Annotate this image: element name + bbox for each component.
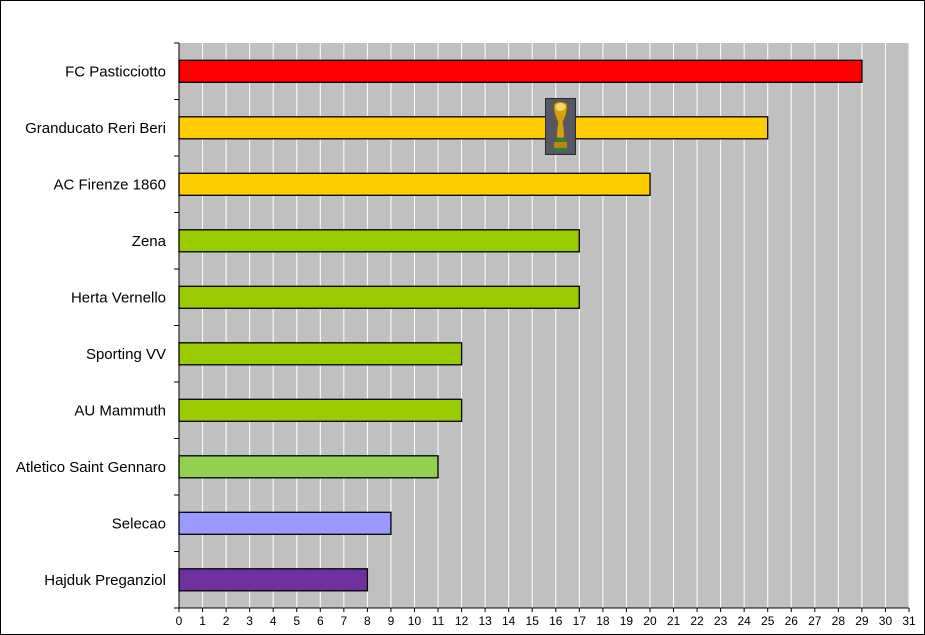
- x-tick-label: 19: [620, 614, 634, 628]
- category-labels: FC Pasticciotto Granducato Reri Beri AC Fi…: [16, 63, 167, 589]
- x-tick-label: 15: [526, 614, 540, 628]
- x-tick-label: 8: [364, 614, 371, 628]
- x-tick-label: 4: [270, 614, 277, 628]
- bar: [178, 511, 392, 535]
- category-label: Zena: [132, 233, 167, 250]
- x-tick-label: 2: [223, 614, 230, 628]
- trophy-icon: [545, 98, 576, 155]
- x-tick-label: 25: [761, 614, 775, 628]
- bar: [178, 172, 651, 196]
- x-tick-label: 10: [408, 614, 422, 628]
- x-tick-label: 9: [388, 614, 395, 628]
- category-label: AC Firenze 1860: [53, 176, 166, 193]
- trophy-band: [555, 138, 566, 142]
- trophy-icon: [545, 98, 576, 155]
- x-tick-label: 17: [573, 614, 587, 628]
- x-tick-label: 28: [832, 614, 846, 628]
- bar: [178, 342, 463, 366]
- axes: [174, 42, 910, 612]
- x-tick-label: 13: [478, 614, 492, 628]
- category-label: AU Mammuth: [74, 402, 166, 419]
- x-tick-label: 16: [549, 614, 563, 628]
- x-tick-label: 20: [643, 614, 657, 628]
- category-label: Sporting VV: [86, 346, 166, 363]
- x-tick-label: 27: [808, 614, 822, 628]
- bar: [178, 59, 863, 83]
- bar: [178, 285, 580, 309]
- x-tick-label: 11: [432, 614, 445, 628]
- trophy-cup: [553, 101, 568, 139]
- x-tick-label: 0: [176, 614, 183, 628]
- x-tick-label: 12: [455, 614, 469, 628]
- x-tick-label: 5: [293, 614, 300, 628]
- bar: [178, 568, 369, 592]
- x-tick-label: 26: [785, 614, 799, 628]
- x-tick-label: 24: [737, 614, 751, 628]
- bar: [178, 229, 580, 253]
- bar: [178, 116, 769, 140]
- category-label: Herta Vernello: [71, 289, 166, 306]
- x-tick-label: 7: [340, 614, 347, 628]
- x-tick-label: 1: [199, 614, 206, 628]
- trophy-globe: [555, 103, 566, 111]
- bar: [178, 455, 439, 479]
- x-tick-label: 6: [317, 614, 324, 628]
- bars: [178, 59, 863, 592]
- category-label: Selecao: [112, 515, 166, 532]
- x-tick-labels: 0 1 2 3 4 5 6 7 8 9 10 11 12 13 14 15 16 17 18 19 20 21 22 23 24…: [176, 614, 916, 628]
- category-label: Hajduk Preganziol: [44, 572, 166, 589]
- x-tick-label: 30: [879, 614, 893, 628]
- x-tick-label: 22: [690, 614, 704, 628]
- x-tick-label: 21: [667, 614, 681, 628]
- x-tick-label: 18: [596, 614, 610, 628]
- category-label: Granducato Reri Beri: [25, 120, 166, 137]
- category-label: Atletico Saint Gennaro: [16, 459, 166, 476]
- trophy-base: [554, 142, 567, 148]
- x-tick-label: 29: [855, 614, 869, 628]
- trophy-plinth: [553, 148, 568, 151]
- x-tick-label: 3: [246, 614, 253, 628]
- category-label: FC Pasticciotto: [65, 63, 166, 80]
- x-tick-label: 23: [714, 614, 728, 628]
- bar: [178, 398, 463, 422]
- x-tick-label: 14: [502, 614, 516, 628]
- x-tick-label: 31: [902, 614, 916, 628]
